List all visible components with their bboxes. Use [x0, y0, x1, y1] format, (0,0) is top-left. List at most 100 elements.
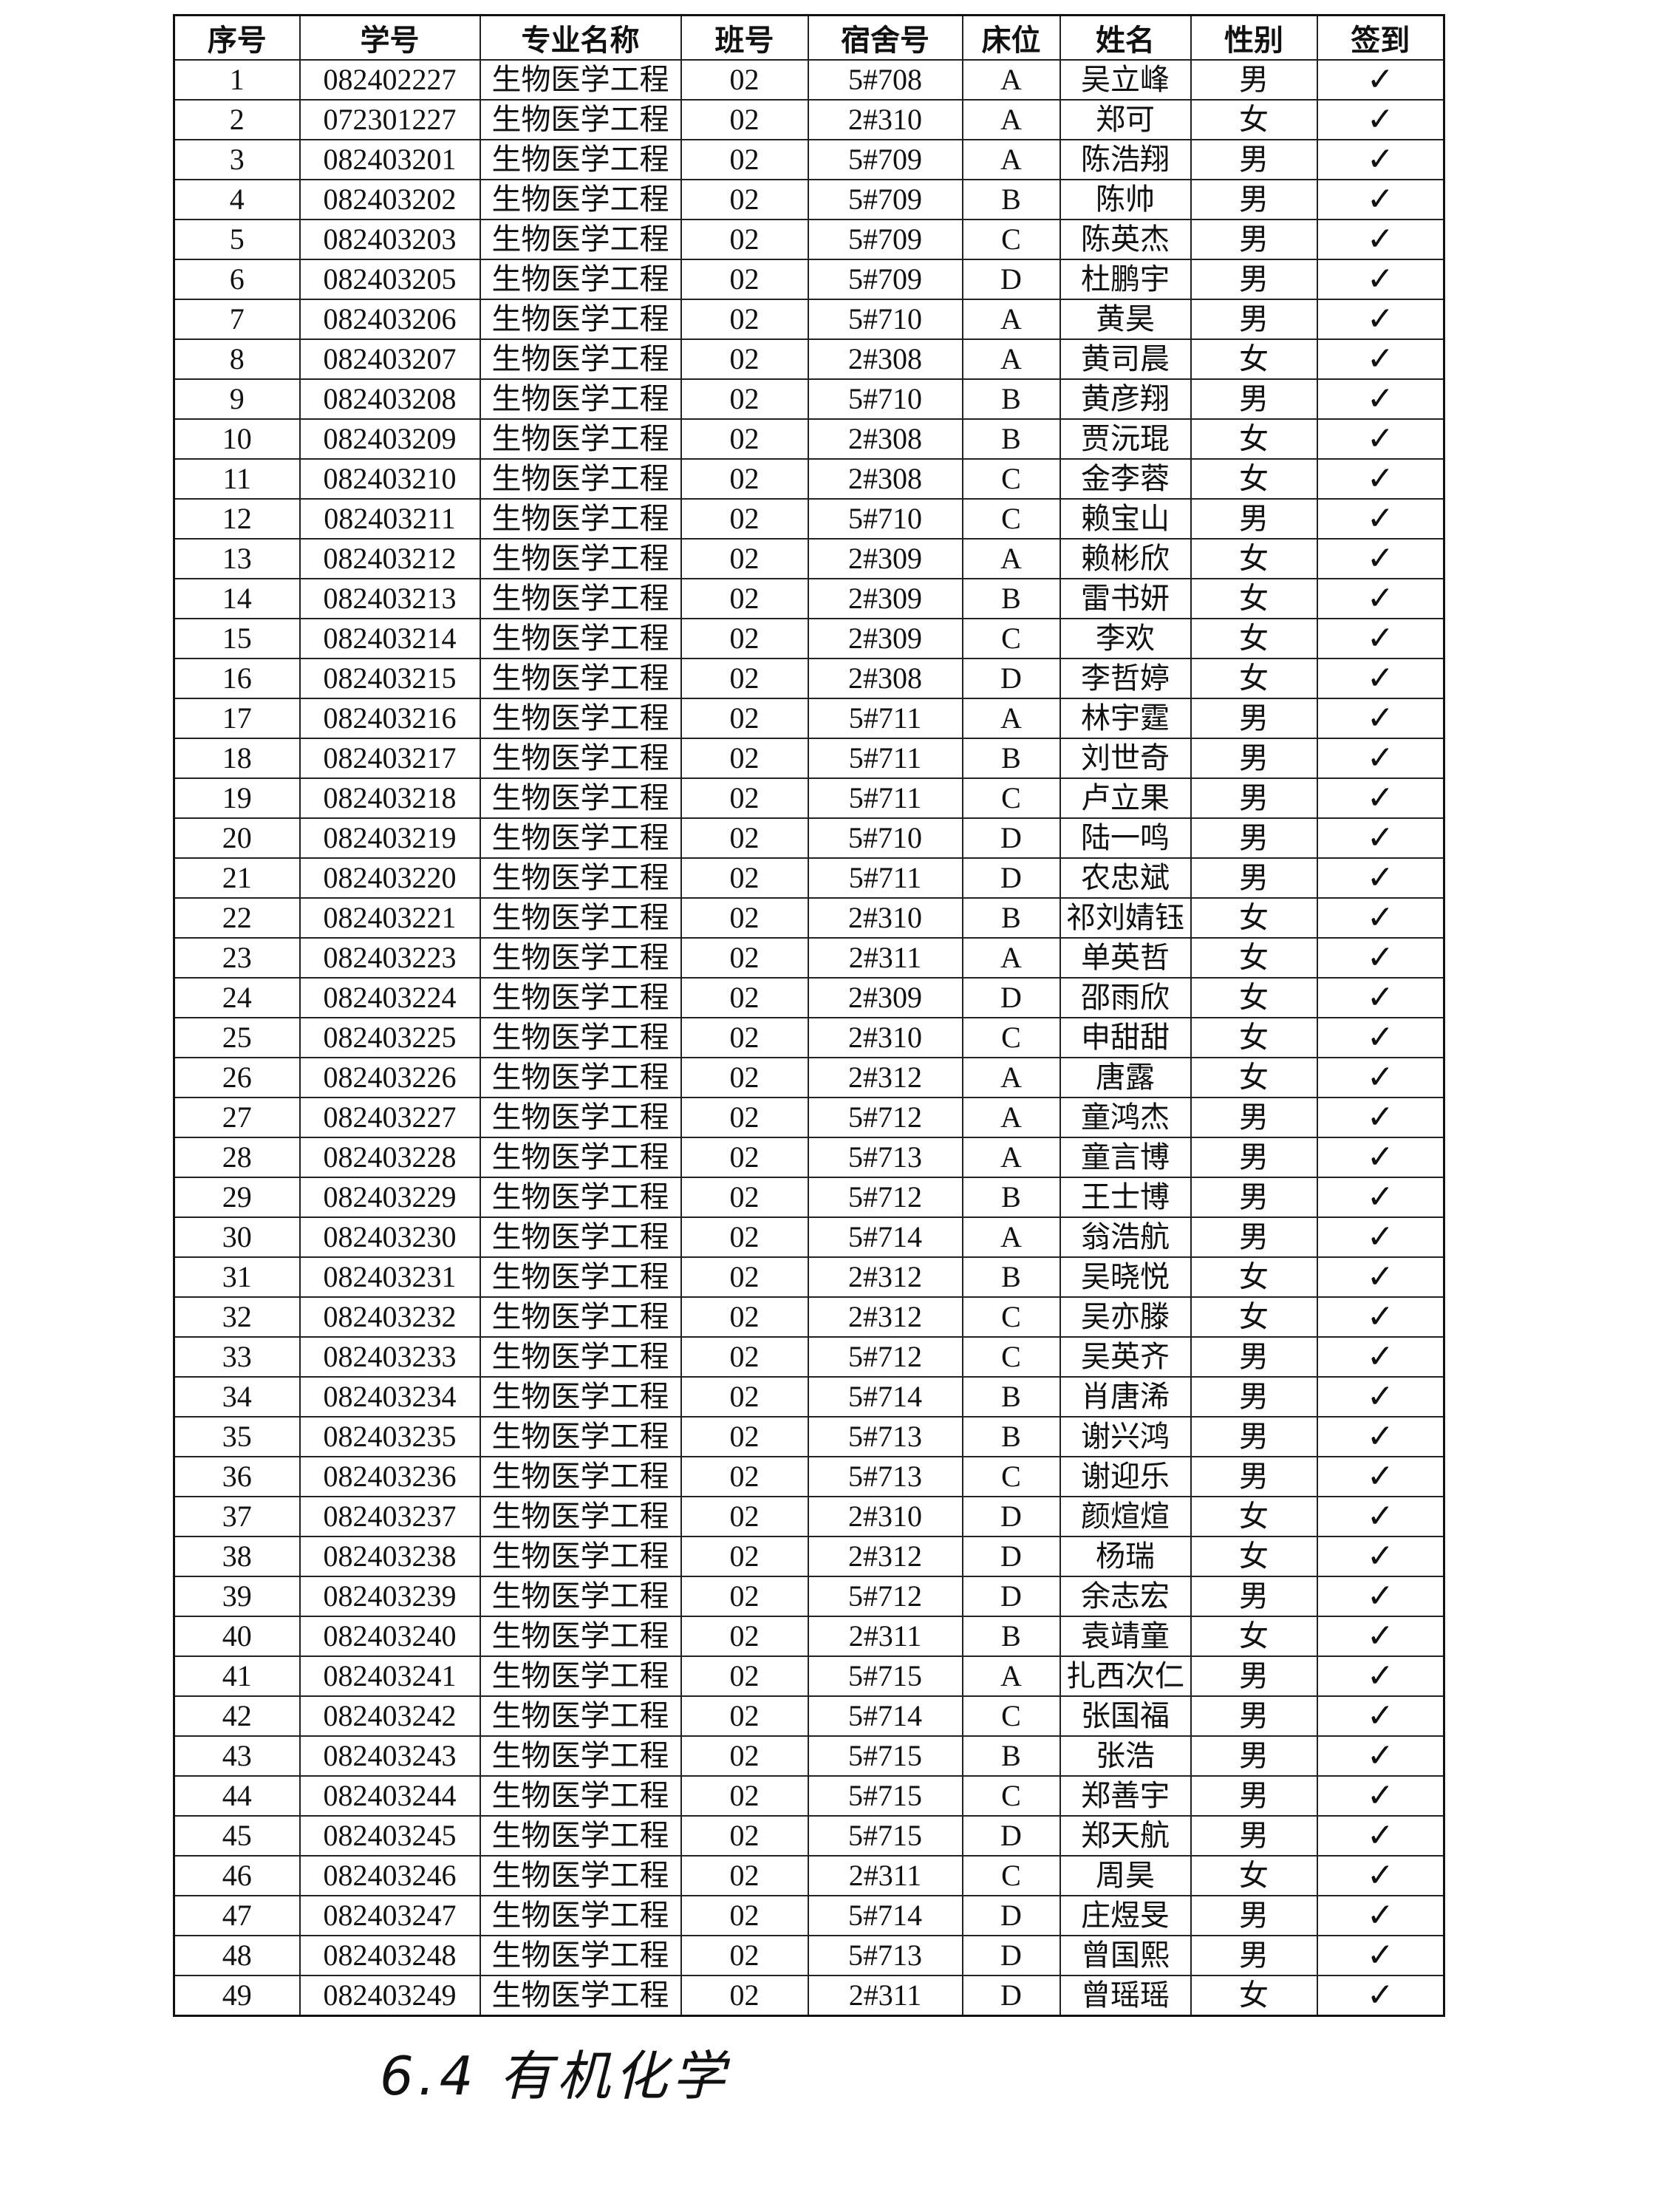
table-cell: 02 [680, 1097, 809, 1138]
sign-mark: ✓ [1316, 538, 1445, 579]
table-cell: 082403236 [298, 1456, 481, 1497]
table-cell: 5#715 [807, 1815, 963, 1857]
table-cell: 生物医学工程 [479, 1376, 682, 1418]
table-row: 47 082403247 生物医学工程 02 5#714 D 庄煜旻男 ✓ [173, 1895, 1445, 1936]
table-cell: 黄彦翔 [1059, 378, 1192, 420]
sign-mark: ✓ [1316, 698, 1445, 739]
table-cell: 周昊 [1059, 1855, 1192, 1896]
table-cell: 5#713 [807, 1137, 963, 1178]
table-cell: 颜煊煊 [1059, 1496, 1192, 1537]
table-cell: 082403238 [298, 1536, 481, 1577]
table-cell: 男 [1190, 1456, 1318, 1497]
table-row: 35 082403235 生物医学工程 02 5#713 B 谢兴鸿男 ✓ [173, 1416, 1445, 1457]
table-cell: 02 [680, 1616, 809, 1657]
table-cell: 38 [173, 1536, 301, 1577]
table-cell: 02 [680, 179, 809, 220]
table-cell: C [961, 458, 1061, 500]
table-cell: 082403242 [298, 1695, 481, 1737]
table-cell: 02 [680, 1536, 809, 1577]
table-cell: 生物医学工程 [479, 1216, 682, 1258]
table-cell: 生物医学工程 [479, 458, 682, 500]
table-cell: 30 [173, 1216, 301, 1258]
table-row: 40 082403240 生物医学工程 02 2#311 B 袁靖童女 ✓ [173, 1616, 1445, 1657]
table-cell: 082403240 [298, 1616, 481, 1657]
table-cell: D [961, 658, 1061, 699]
table-cell: 44 [173, 1775, 301, 1817]
table-cell: 02 [680, 418, 809, 460]
table-cell: B [961, 738, 1061, 779]
table-cell: 2#309 [807, 578, 963, 619]
table-cell: 生物医学工程 [479, 1336, 682, 1378]
table-cell: 陈英杰 [1059, 219, 1192, 260]
table-cell: 女 [1190, 458, 1318, 500]
table-row: 36 082403236 生物医学工程 02 5#713 C 谢迎乐男 ✓ [173, 1456, 1445, 1497]
table-row: 24 082403224 生物医学工程 02 2#309 D 邵雨欣女 ✓ [173, 977, 1445, 1018]
table-cell: 082403246 [298, 1855, 481, 1896]
table-cell: 5#710 [807, 817, 963, 859]
table-cell: 43 [173, 1735, 301, 1777]
table-cell: 肖唐浠 [1059, 1376, 1192, 1418]
table-cell: B [961, 1616, 1061, 1657]
table-row: 46 082403246 生物医学工程 02 2#311 C 周昊女 ✓ [173, 1855, 1445, 1896]
table-body: 1 082402227 生物医学工程 02 5#708 A 吴立峰男 ✓ 2 072301227 生… [173, 59, 1445, 2017]
table-row: 20 082403219 生物医学工程 02 5#710 D 陆一鸣男 ✓ [173, 817, 1445, 859]
table-cell: C [961, 1296, 1061, 1338]
table-row: 18 082403217 生物医学工程 02 5#711 B 刘世奇男 ✓ [173, 738, 1445, 779]
table-cell: C [961, 219, 1061, 260]
table-cell: 女 [1190, 1256, 1318, 1298]
table-cell: 082403203 [298, 219, 481, 260]
table-row: 14 082403213 生物医学工程 02 2#309 B 雷书妍女 ✓ [173, 578, 1445, 619]
table-cell: 男 [1190, 378, 1318, 420]
table-cell: 46 [173, 1855, 301, 1896]
table-cell: 雷书妍 [1059, 578, 1192, 619]
table-cell: 生物医学工程 [479, 1057, 682, 1098]
table-cell: 2#310 [807, 1496, 963, 1537]
table-cell: 35 [173, 1416, 301, 1457]
table-row: 17 082403216 生物医学工程 02 5#711 A 林宇霆男 ✓ [173, 698, 1445, 739]
table-cell: 49 [173, 1975, 301, 2017]
table-cell: D [961, 1975, 1061, 2017]
table-cell: 2#309 [807, 977, 963, 1018]
table-cell: 082403235 [298, 1416, 481, 1457]
table-cell: 02 [680, 777, 809, 819]
table-cell: 02 [680, 1775, 809, 1817]
table-cell: 男 [1190, 777, 1318, 819]
table-row: 22 082403221 生物医学工程 02 2#310 B 祁刘婧钰女 ✓ [173, 897, 1445, 939]
table-cell: 5#714 [807, 1376, 963, 1418]
table-cell: 082403249 [298, 1975, 481, 2017]
sign-mark: ✓ [1316, 1416, 1445, 1457]
table-row: 12 082403211 生物医学工程 02 5#710 C 赖宝山男 ✓ [173, 498, 1445, 540]
table-cell: 22 [173, 897, 301, 939]
sign-mark: ✓ [1316, 139, 1445, 180]
table-row: 27 082403227 生物医学工程 02 5#712 A 童鸿杰男 ✓ [173, 1097, 1445, 1138]
table-cell: 男 [1190, 498, 1318, 540]
sign-mark: ✓ [1316, 1456, 1445, 1497]
table-cell: 5#713 [807, 1935, 963, 1976]
table-cell: 8 [173, 338, 301, 380]
table-cell: 吴立峰 [1059, 59, 1192, 101]
table-cell: 男 [1190, 738, 1318, 779]
table-cell: 082403210 [298, 458, 481, 500]
table-cell: B [961, 378, 1061, 420]
table-cell: 女 [1190, 937, 1318, 979]
table-cell: 082403224 [298, 977, 481, 1018]
table-cell: D [961, 1536, 1061, 1577]
table-cell: 9 [173, 378, 301, 420]
table-cell: 02 [680, 578, 809, 619]
table-row: 21 082403220 生物医学工程 02 5#711 D 农忠斌男 ✓ [173, 857, 1445, 899]
table-cell: 男 [1190, 1655, 1318, 1697]
table-cell: 14 [173, 578, 301, 619]
table-cell: 曾国熙 [1059, 1935, 1192, 1976]
table-cell: 2#311 [807, 1855, 963, 1896]
table-cell: 24 [173, 977, 301, 1018]
sign-mark: ✓ [1316, 99, 1445, 140]
table-cell: 5#712 [807, 1576, 963, 1617]
table-cell: A [961, 59, 1061, 101]
sign-mark: ✓ [1316, 1256, 1445, 1298]
table-cell: 女 [1190, 538, 1318, 579]
table-cell: 5#709 [807, 139, 963, 180]
table-cell: 082403221 [298, 897, 481, 939]
table-cell: 082403225 [298, 1017, 481, 1058]
table-row: 32 082403232 生物医学工程 02 2#312 C 吴亦滕女 ✓ [173, 1296, 1445, 1338]
table-cell: 生物医学工程 [479, 1855, 682, 1896]
